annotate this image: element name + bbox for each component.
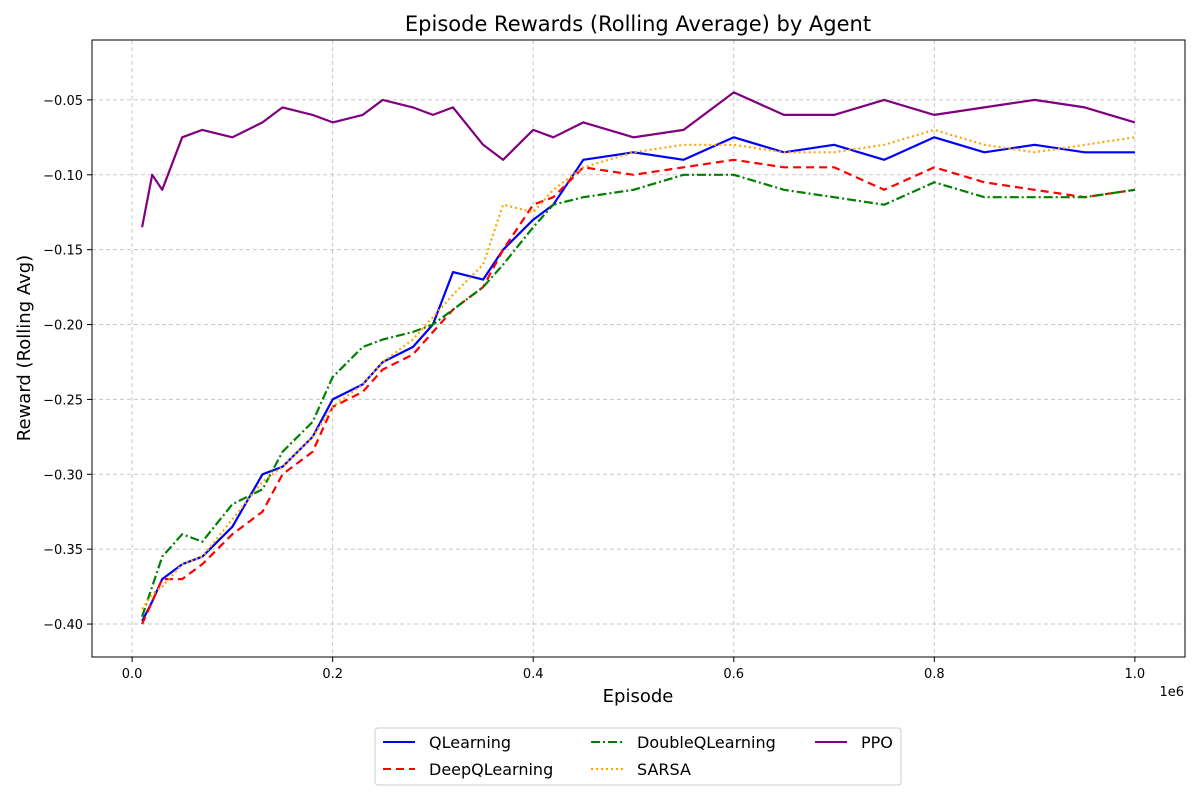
y-tick-label: −0.25 — [43, 393, 83, 408]
series-line-qlearning — [141, 136, 1135, 622]
x-tick-label: 0.0 — [122, 667, 143, 682]
legend-label-qlearning: QLearning — [429, 733, 511, 752]
legend: QLearning DeepQLearning DoubleQLearning SAR… — [374, 727, 902, 786]
legend-label-ppo: PPO — [861, 733, 893, 752]
x-tick-label: 0.4 — [523, 667, 544, 682]
x-tick-label: 0.6 — [723, 667, 744, 682]
legend-label-doubleqlearning: DoubleQLearning — [637, 733, 776, 752]
grid-layer — [92, 40, 1185, 657]
x-axis-label: Episode — [603, 686, 674, 707]
legend-label-deepqlearning: DeepQLearning — [429, 760, 553, 779]
y-tick-label: −0.20 — [43, 319, 83, 334]
series-line-deepqlearning — [141, 158, 1136, 625]
x-axis-offset-text: 1e6 — [1159, 685, 1184, 700]
chart-title: Episode Rewards (Rolling Average) by Age… — [405, 12, 871, 36]
series-layer — [141, 91, 1136, 625]
series-line-sarsa — [141, 128, 1136, 610]
y-axis-label: Reward (Rolling Avg) — [14, 255, 35, 441]
y-tick-label: −0.30 — [43, 468, 83, 483]
y-tick-label: −0.10 — [43, 169, 83, 184]
series-line-ppo — [141, 91, 1136, 228]
y-tick-label: −0.40 — [43, 618, 83, 633]
plot-area-frame — [91, 39, 1186, 658]
tick-layer: 0.0 0.2 0.4 0.6 0.8 1.0 −0.40 −0.35 −0.30 −0.25 −0… — [43, 94, 1145, 682]
y-tick-label: −0.35 — [43, 543, 83, 558]
legend-label-sarsa: SARSA — [637, 760, 691, 779]
x-tick-label: 0.8 — [924, 667, 945, 682]
legend-frame — [374, 727, 902, 786]
series-line-doubleqlearning — [141, 173, 1136, 617]
y-tick-label: −0.05 — [43, 94, 83, 109]
x-tick-label: 0.2 — [322, 667, 343, 682]
x-tick-label: 1.0 — [1125, 667, 1146, 682]
y-tick-label: −0.15 — [43, 244, 83, 259]
